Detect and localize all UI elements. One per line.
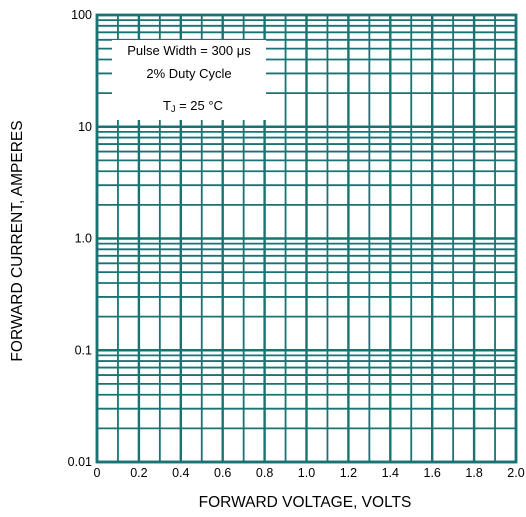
grid <box>95 13 518 464</box>
y-tick-label: 10 <box>78 120 92 134</box>
x-axis-title: FORWARD VOLTAGE, VOLTS <box>199 494 412 511</box>
annotation-box: Pulse Width = 300 μs 2% Duty Cycle TJ = … <box>112 40 266 120</box>
annotation-duty-cycle: 2% Duty Cycle <box>146 66 231 81</box>
x-tick-label: 1.8 <box>465 466 482 480</box>
x-tick-label: 1.0 <box>298 466 315 480</box>
x-tick-label: 0 <box>94 466 101 480</box>
annotation-background <box>112 40 266 120</box>
x-tick-labels: 0 0.2 0.4 0.6 0.8 1.0 1.2 1.4 1.6 1.8 2.0 <box>94 466 525 480</box>
x-tick-label: 0.2 <box>130 466 147 480</box>
y-tick-label: 0.01 <box>68 455 92 469</box>
y-tick-label: 1.0 <box>75 232 92 246</box>
plot-frame <box>95 13 518 464</box>
x-tick-label: 0.4 <box>172 466 189 480</box>
annotation-pulse-width: Pulse Width = 300 μs <box>127 43 251 58</box>
y-tick-label: 0.1 <box>75 343 92 357</box>
x-tick-label: 2.0 <box>507 466 524 480</box>
y-tick-labels: 0.01 0.1 1.0 10 100 <box>68 8 92 469</box>
x-tick-label: 0.6 <box>214 466 231 480</box>
x-tick-label: 1.6 <box>424 466 441 480</box>
y-tick-label: 100 <box>71 8 92 22</box>
x-tick-label: 1.2 <box>340 466 357 480</box>
annotation-junction-temperature: TJ = 25 °C <box>163 98 223 114</box>
x-tick-label: 0.8 <box>256 466 273 480</box>
y-axis-title: FORWARD CURRENT, AMPERES <box>9 120 26 361</box>
x-tick-label: 1.4 <box>382 466 399 480</box>
